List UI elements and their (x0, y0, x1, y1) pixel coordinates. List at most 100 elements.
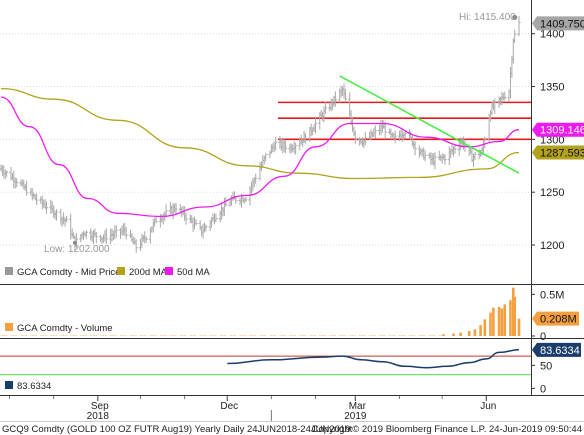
volume-bar (323, 335, 325, 336)
price-panel: Hi: 1415.400 Low: 1202.000 GCA Comdty - … (0, 12, 584, 278)
ohlc-bar (244, 196, 248, 203)
volume-bar (171, 335, 173, 336)
volume-bar (104, 335, 106, 336)
volume-bar (459, 332, 462, 336)
volume-bar (381, 335, 383, 336)
volume-bar (410, 335, 412, 336)
volume-bar (20, 335, 22, 336)
volume-bar (199, 335, 201, 336)
last-price-tag: 1409.750 (532, 16, 584, 31)
volume-bar (161, 335, 163, 336)
volume-bar (185, 335, 187, 336)
volume-bar (204, 335, 205, 336)
volume-bar (424, 335, 426, 336)
volume-bar (353, 335, 355, 336)
volume-bar (250, 335, 252, 336)
volume-bar (181, 335, 183, 336)
price-value-tags: 1409.750 1309.146 1287.593 (532, 16, 584, 160)
volume-bar (259, 335, 261, 336)
volume-bar (94, 335, 96, 336)
volume-axis: 0 0.5M 0.208M (531, 289, 579, 343)
volume-bar (398, 335, 400, 336)
low-label: Low: 1202.000 (44, 244, 110, 255)
volume-bar (169, 335, 171, 336)
volume-bar (56, 335, 57, 336)
ma50-tag-shape (532, 122, 584, 137)
volume-bar (60, 335, 62, 336)
indicator-panel: 83.6334 0 50 83.6334 (0, 342, 581, 395)
volume-bar (174, 335, 176, 336)
volume-bar (23, 335, 25, 336)
volume-bar (380, 335, 382, 336)
ohlc-bar (64, 216, 69, 223)
volume-bar (34, 335, 36, 336)
volume-bar (497, 306, 501, 336)
volume-bar (330, 335, 332, 336)
volume-bar (182, 335, 184, 336)
price-tick-label-2: 1300 (540, 134, 564, 146)
volume-bar (61, 335, 63, 336)
volume-bar (513, 296, 517, 336)
volume-bar (142, 335, 144, 336)
ohlc-bar (104, 228, 108, 245)
volume-bar (428, 335, 430, 336)
footer-left-text: GCQ9 Comdty (GOLD 100 OZ FUTR Aug19) Yea… (2, 424, 350, 435)
volume-bar (21, 335, 23, 336)
ohlc-bar (174, 202, 178, 215)
volume-bar (84, 335, 86, 336)
volume-bar (303, 335, 305, 336)
indicator-legend-label: 83.6334 (17, 381, 51, 392)
volume-bar (144, 335, 146, 336)
volume-bar (111, 335, 113, 336)
volume-bar (492, 307, 495, 336)
ma50-tag-label: 1309.146 (540, 125, 584, 137)
price-legend-label-0: GCA Comdty - Mid Price (17, 267, 120, 278)
ohlc-bar (303, 133, 308, 144)
volume-bar (233, 335, 235, 336)
month-label-3: Jun (480, 401, 496, 412)
ohlc-bar (443, 154, 447, 165)
volume-bar (394, 335, 396, 336)
ohlc-bar (503, 91, 507, 101)
volume-bar (221, 335, 223, 336)
volume-bar (441, 335, 443, 336)
time-axis: Sep Dec Mar Jun 2018 2019 (0, 0, 584, 422)
volume-bar (292, 335, 294, 336)
ohlc-bar (313, 118, 318, 134)
volume-bar (11, 335, 13, 336)
volume-bar (391, 335, 393, 336)
volume-bar (430, 335, 432, 336)
volume-bar (252, 335, 254, 336)
volume-bar (232, 335, 234, 336)
ohlc-bar (413, 141, 417, 156)
volume-legend-swatch (5, 323, 13, 331)
volume-bar (124, 335, 126, 336)
low-marker (73, 240, 77, 245)
indicator-tick-label-1: 50 (540, 360, 552, 372)
volume-bar (300, 335, 302, 336)
indicator-reference-lines (0, 355, 531, 376)
ohlc-bar (513, 29, 517, 44)
volume-bar (333, 335, 335, 336)
volume-bar (154, 335, 156, 336)
volume-bar (359, 335, 361, 336)
volume-panel: GCA Comdty - Volume 0 0.5M 0.208M (0, 287, 579, 343)
volume-bar (269, 335, 271, 336)
volume-bar (452, 333, 455, 336)
volume-bar (91, 335, 93, 336)
volume-bar (255, 335, 257, 336)
ohlc-bar (154, 215, 158, 224)
footer: GCQ9 Comdty (GOLD 100 OZ FUTR Aug19) Yea… (0, 421, 584, 435)
volume-bar (64, 335, 66, 336)
volume-bar (379, 335, 381, 336)
price-legend-label-1: 200d MA (129, 267, 168, 278)
volume-bar (349, 335, 351, 336)
volume-bar (343, 335, 345, 336)
ohlc-bar (184, 212, 188, 225)
price-legend-label-2: 50d MA (177, 267, 210, 278)
volume-bar (41, 335, 43, 336)
volume-bar (270, 335, 272, 336)
ohlc-bar (363, 131, 367, 146)
volume-bar (54, 335, 56, 336)
